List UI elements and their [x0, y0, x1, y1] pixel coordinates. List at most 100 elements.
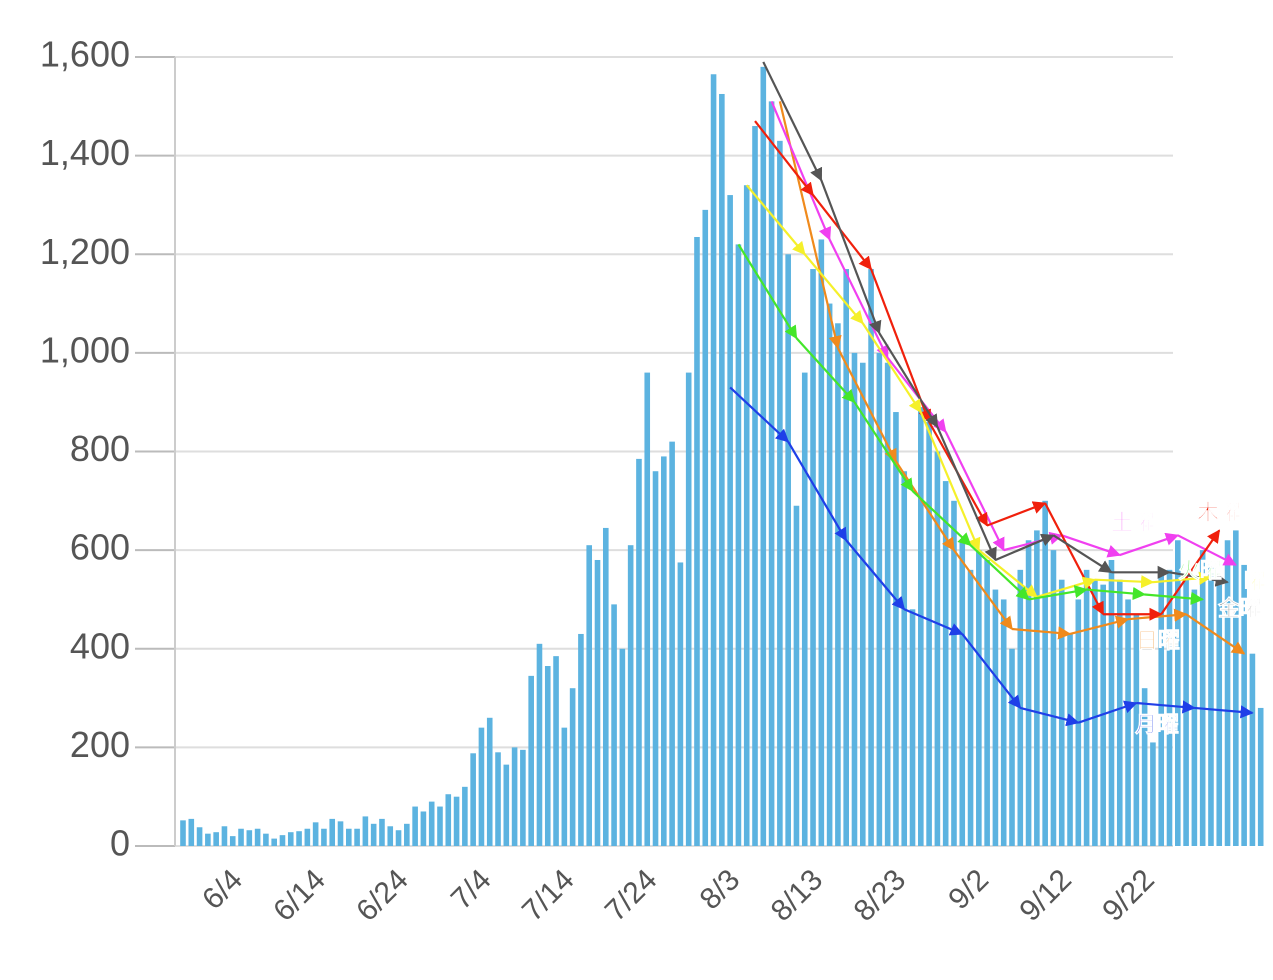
- bar: [727, 195, 733, 846]
- bar: [818, 239, 825, 847]
- bar: [636, 458, 642, 846]
- bar: [951, 500, 957, 846]
- bar: [793, 505, 800, 846]
- trend-segment: [1077, 700, 1138, 724]
- trend-segment: [878, 332, 939, 428]
- bar: [959, 540, 966, 846]
- bar: [428, 801, 435, 846]
- trend-segment: [745, 184, 806, 256]
- bar: [785, 254, 791, 846]
- bar: [594, 559, 601, 846]
- bar: [321, 828, 327, 846]
- bar: [669, 441, 675, 846]
- trend-segment: [1136, 700, 1196, 714]
- trend-segment: [795, 337, 856, 404]
- trend-segment: [911, 490, 972, 547]
- x-tick-label: 6/24: [350, 863, 415, 928]
- bar: [246, 830, 253, 846]
- bar: [918, 407, 924, 846]
- bar: [1025, 540, 1032, 846]
- series-label: 金曜: [1217, 596, 1262, 621]
- bar: [544, 666, 551, 846]
- bar: [420, 811, 427, 846]
- bar: [1058, 579, 1065, 846]
- trend-segment: [961, 633, 1022, 709]
- bar: [453, 796, 460, 846]
- y-tick-label: 1,400: [40, 132, 130, 173]
- bar: [677, 562, 684, 846]
- bar: [876, 352, 883, 846]
- bar: [611, 604, 617, 846]
- y-tick-label: 1,600: [40, 34, 130, 75]
- bar: [619, 648, 626, 846]
- trend-segment: [1185, 613, 1246, 655]
- bar: [279, 835, 286, 846]
- bar: [1208, 564, 1214, 846]
- bar: [238, 828, 244, 846]
- bar: [1092, 579, 1098, 846]
- x-tick-label: 6/14: [267, 863, 332, 928]
- x-tick-label: 7/24: [599, 863, 664, 928]
- trend-segment: [953, 549, 1013, 631]
- bar: [528, 675, 534, 846]
- bar: [735, 244, 742, 846]
- bar: [254, 828, 261, 846]
- bar: [296, 831, 302, 846]
- bar: [1141, 688, 1148, 846]
- series-label: 日曜: [1136, 628, 1180, 653]
- bar: [578, 633, 584, 846]
- x-tick-label: 7/14: [516, 863, 581, 928]
- trend-segment: [936, 426, 997, 562]
- bar: [719, 93, 725, 846]
- y-tick-label: 800: [70, 428, 130, 469]
- bar: [304, 828, 311, 846]
- trend-segment: [1152, 571, 1213, 585]
- trend-segment: [1036, 576, 1097, 599]
- bar: [478, 727, 485, 846]
- trend-segment: [944, 431, 1005, 552]
- trend-segment: [1044, 502, 1105, 616]
- bar: [205, 833, 211, 846]
- trend-segment: [1160, 529, 1221, 615]
- y-tick-label: 600: [70, 527, 130, 568]
- bar: [329, 818, 336, 846]
- y-tick-label: 0: [110, 823, 130, 864]
- trend-segment: [729, 386, 790, 443]
- bar: [221, 826, 228, 846]
- bar: [743, 185, 750, 846]
- bar: [843, 269, 849, 846]
- bar: [462, 786, 468, 846]
- series-label: 土曜: [1111, 510, 1155, 535]
- bar: [486, 717, 493, 846]
- trend-segment: [1020, 706, 1080, 727]
- trend-segment: [737, 243, 798, 340]
- bar: [1150, 742, 1156, 846]
- bar: [196, 827, 203, 846]
- bar: [901, 471, 908, 846]
- bar: [586, 545, 593, 846]
- trend-segment: [787, 441, 848, 542]
- bar: [1233, 530, 1239, 846]
- bar: [801, 372, 808, 846]
- trend-segment: [1028, 585, 1088, 601]
- bar: [1183, 579, 1189, 846]
- trend-segment: [1094, 575, 1155, 589]
- bar: [644, 372, 651, 846]
- bar: [511, 747, 518, 846]
- bar: [1042, 500, 1048, 846]
- bar: [760, 66, 767, 847]
- y-tick-label: 200: [70, 724, 130, 765]
- x-tick-label: 6/4: [196, 863, 249, 916]
- trend-segment: [895, 460, 955, 552]
- bar: [561, 727, 568, 846]
- bar: [984, 559, 990, 846]
- bar: [868, 269, 874, 846]
- bar: [851, 352, 858, 846]
- bar: [702, 209, 709, 846]
- bar: [1125, 599, 1131, 846]
- bar: [934, 451, 941, 846]
- bar: [777, 140, 783, 847]
- bar: [942, 481, 949, 846]
- bar: [1191, 589, 1198, 846]
- bar: [569, 688, 576, 846]
